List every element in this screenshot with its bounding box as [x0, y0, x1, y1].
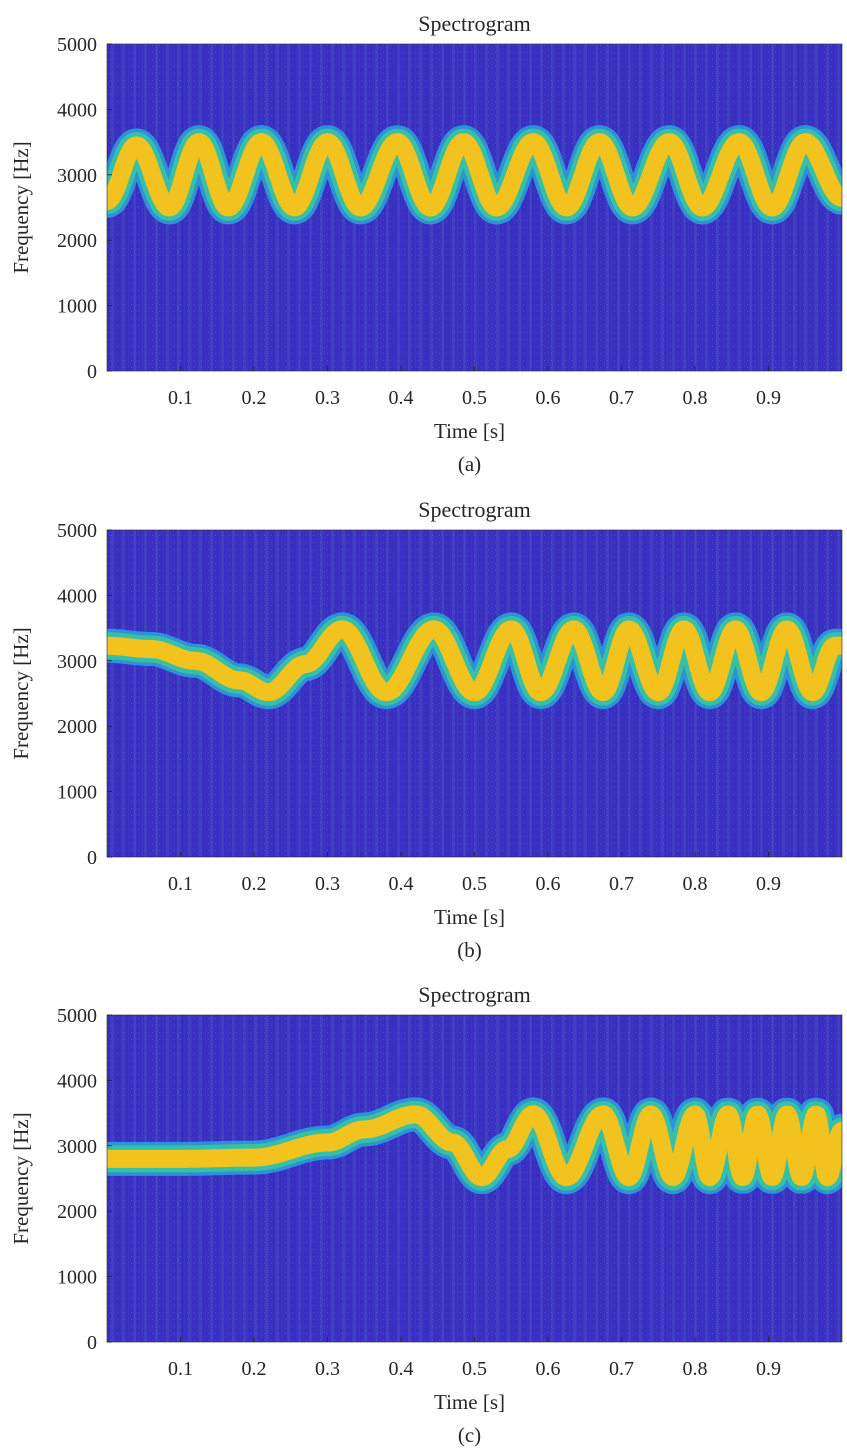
x-tick-label: 0.4 [389, 1358, 414, 1380]
x-tick-label: 0.2 [242, 387, 267, 409]
ridge-group [107, 1097, 842, 1195]
ridge-core [107, 133, 842, 217]
x-tick-label: 0.9 [756, 1358, 781, 1380]
y-tick-label: 5000 [57, 520, 97, 542]
panel-caption: (b) [457, 938, 482, 962]
y-tick-label: 1000 [57, 1267, 97, 1289]
y-axis-label: Frequency [Hz] [9, 1112, 33, 1244]
y-tick-label: 4000 [57, 585, 97, 607]
x-tick-label: 0.6 [536, 873, 561, 895]
ridge-group [107, 125, 842, 225]
x-tick-label: 0.2 [242, 873, 267, 895]
x-tick-label: 0.8 [683, 1358, 708, 1380]
x-tick-label: 0.9 [756, 387, 781, 409]
x-tick-label: 0.7 [609, 873, 634, 895]
x-tick-label: 0.1 [168, 387, 193, 409]
x-tick-label: 0.6 [536, 1358, 561, 1380]
chart-title: Spectrogram [418, 11, 530, 36]
ridge-core [107, 1105, 842, 1187]
x-tick-label: 0.5 [462, 1358, 487, 1380]
y-tick-label: 1000 [57, 782, 97, 804]
x-tick-label: 0.3 [315, 1358, 340, 1380]
panel-caption: (a) [458, 452, 481, 476]
chart-title: Spectrogram [418, 982, 530, 1007]
y-tick-label: 0 [87, 361, 97, 383]
x-tick-label: 0.2 [242, 1358, 267, 1380]
x-axis-label: Time [s] [434, 1390, 505, 1414]
y-tick-label: 0 [87, 1332, 97, 1354]
ridge-core [107, 620, 842, 702]
y-tick-label: 4000 [57, 99, 97, 121]
x-tick-label: 0.8 [683, 873, 708, 895]
y-tick-label: 2000 [57, 716, 97, 738]
x-tick-label: 0.4 [389, 873, 414, 895]
spectrogram-panel-3: Spectrogram 0 1000 2000 3000 4000 5000 0.1 0.2 0.… [9, 982, 843, 1447]
y-axis-label: Frequency [Hz] [9, 627, 33, 759]
chart-title: Spectrogram [418, 497, 530, 522]
x-tick-label: 0.4 [389, 387, 414, 409]
panel-caption: (c) [458, 1423, 481, 1447]
y-tick-label: 3000 [57, 1136, 97, 1158]
x-tick-label: 0.5 [462, 387, 487, 409]
x-tick-label: 0.9 [756, 873, 781, 895]
y-tick-label: 0 [87, 847, 97, 869]
x-tick-label: 0.6 [536, 387, 561, 409]
x-axis-label: Time [s] [434, 419, 505, 443]
y-tick-label: 3000 [57, 651, 97, 673]
x-tick-label: 0.3 [315, 387, 340, 409]
x-tick-label: 0.7 [609, 1358, 634, 1380]
y-tick-label: 3000 [57, 165, 97, 187]
x-tick-label: 0.1 [168, 873, 193, 895]
y-tick-label: 4000 [57, 1070, 97, 1092]
y-tick-label: 2000 [57, 1201, 97, 1223]
y-tick-label: 5000 [57, 34, 97, 56]
spectrogram-panel-1: Spectrogram 0 1000 2000 3000 4000 5000 0.1 0.2 0.… [9, 11, 843, 476]
spectrogram-panel-2: Spectrogram 0 1000 2000 3000 4000 5000 0.1 0.2 0.… [9, 497, 843, 962]
x-tick-label: 0.3 [315, 873, 340, 895]
x-tick-label: 0.7 [609, 387, 634, 409]
y-tick-label: 5000 [57, 1005, 97, 1027]
y-axis-label: Frequency [Hz] [9, 141, 33, 273]
y-tick-label: 2000 [57, 230, 97, 252]
x-tick-label: 0.8 [683, 387, 708, 409]
x-tick-label: 0.5 [462, 873, 487, 895]
x-tick-label: 0.1 [168, 1358, 193, 1380]
ridge-group [107, 612, 842, 710]
x-axis-label: Time [s] [434, 905, 505, 929]
y-tick-label: 1000 [57, 296, 97, 318]
